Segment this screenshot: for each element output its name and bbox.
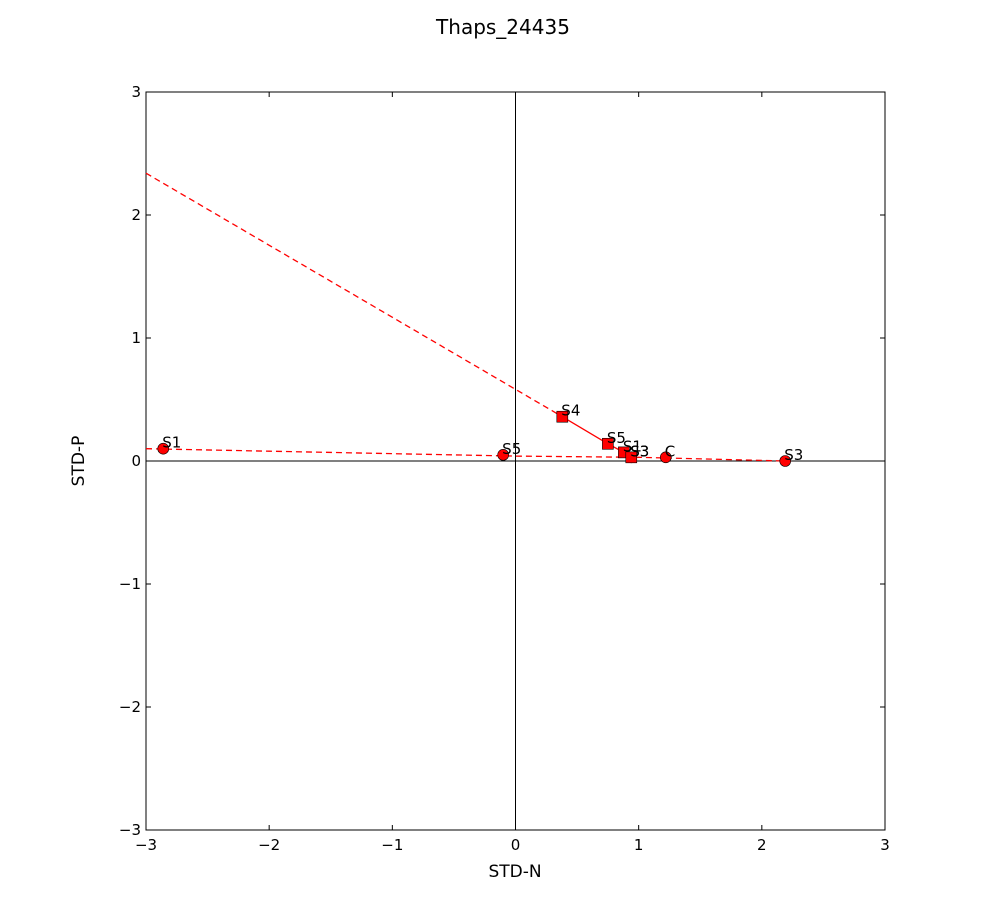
point-label: S5 xyxy=(502,440,521,458)
point-label: S1 xyxy=(162,434,181,452)
point-label: S3 xyxy=(784,446,803,464)
y-tick-label: −3 xyxy=(119,821,141,839)
y-tick-label: 0 xyxy=(131,452,141,470)
x-tick-label: 3 xyxy=(880,836,890,854)
y-tick-label: 2 xyxy=(131,206,141,224)
dashed-trend-line xyxy=(146,449,785,461)
point-label: C xyxy=(665,442,675,460)
y-tick-label: 3 xyxy=(131,83,141,101)
dashed-trend-line xyxy=(146,173,562,417)
x-tick-label: 2 xyxy=(757,836,767,854)
point-label: S4 xyxy=(561,402,580,420)
point-label: S3 xyxy=(630,442,649,460)
x-tick-label: −2 xyxy=(258,836,280,854)
x-tick-label: −1 xyxy=(381,836,403,854)
x-axis-label: STD-N xyxy=(488,862,541,882)
y-tick-label: 1 xyxy=(131,329,141,347)
y-tick-label: −2 xyxy=(119,698,141,716)
y-axis-label: STD-P xyxy=(69,436,89,487)
x-tick-label: 0 xyxy=(511,836,521,854)
y-tick-label: −1 xyxy=(119,575,141,593)
x-tick-label: 1 xyxy=(634,836,644,854)
chart-title: Thaps_24435 xyxy=(435,15,570,39)
